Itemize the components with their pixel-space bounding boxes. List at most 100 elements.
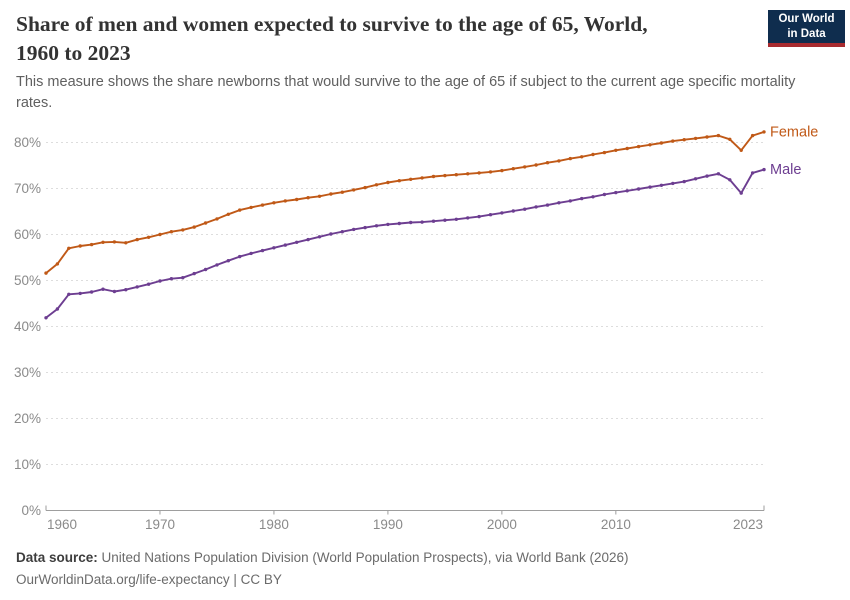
female-data-point [146,235,151,239]
male-data-point [739,191,743,195]
x-axis-tick-label: 1980 [259,517,289,532]
male-data-point [44,316,48,320]
male-data-point [500,211,504,215]
male-data-point [363,225,367,230]
female-data-point [249,205,253,210]
female-data-point [272,201,276,205]
female-data-point [739,148,743,152]
male-data-point [89,290,94,294]
x-axis-tick-label: 1990 [373,517,403,532]
y-axis-tick-label: 70% [14,181,41,196]
male-data-point [306,237,310,242]
y-axis-tick-label: 60% [14,227,41,242]
owid-logo-line2: in Data [787,27,826,40]
female-data-point [693,136,698,141]
male-data-point [397,221,401,226]
female-data-point [716,133,721,138]
male-data-point [283,243,287,247]
female-data-point [340,190,344,194]
female-data-point [625,146,629,151]
data-source-text: United Nations Population Division (Worl… [97,550,629,565]
y-axis-tick-label: 0% [21,503,41,518]
y-axis-tick-label: 50% [14,273,41,288]
male-data-point [591,195,595,199]
male-data-point [545,203,550,207]
male-data-point [568,199,572,203]
male-data-point [557,201,561,205]
license-line: OurWorldinData.org/life-expectancy | CC … [16,572,282,587]
male-data-point [226,259,230,263]
female-data-point [511,167,515,171]
y-axis-tick-label: 20% [14,411,41,426]
female-data-point [329,192,333,196]
female-data-point [352,188,356,192]
female-data-point [135,237,139,242]
female-data-point [317,194,322,198]
page-title-line2: 1960 to 2023 [16,41,131,65]
male-data-point [352,227,356,232]
female-data-point [591,152,595,157]
female-data-point [545,161,550,165]
female-data-point [682,138,686,142]
female-data-point [580,155,584,159]
male-data-point [443,218,447,222]
female-data-point [203,221,208,225]
male-data-point [101,287,105,291]
male-data-point [181,276,185,280]
male-data-point [716,172,721,176]
female-data-point [55,262,60,266]
female-data-point [420,176,424,180]
male-data-point [511,209,515,213]
male-data-point [112,289,117,294]
female-data-point [226,212,230,216]
male-data-point [705,174,709,178]
male-data-point [67,292,71,296]
female-data-point [762,130,766,134]
female-series-line[interactable] [45,130,765,274]
female-data-point [557,159,561,163]
female-data-point [728,137,732,141]
female-data-point [283,199,287,203]
y-axis-tick-label: 40% [14,319,41,334]
x-axis-tick-label: 1960 [47,517,77,532]
male-data-point [386,222,390,227]
female-data-point [671,139,675,143]
male-data-point [614,190,618,195]
x-axis-tick-label: 2023 [733,517,763,532]
male-data-point [55,307,60,311]
female-data-point [431,174,436,179]
male-series-line[interactable] [45,168,765,319]
female-data-point [500,168,504,173]
male-data-point [169,277,174,281]
chart-subtitle: This measure shows the share newborns th… [16,74,796,111]
female-data-point [215,217,219,221]
female-data-point [636,144,641,149]
male-data-point [636,187,641,191]
male-data-point [466,216,470,220]
male-data-point [420,220,424,224]
chart-footer: Data source: United Nations Population D… [16,547,836,591]
male-data-point [124,288,128,292]
female-data-point [648,143,652,147]
female-data-point [67,246,71,250]
female-data-point [181,228,185,232]
x-axis-tick-label: 2000 [487,517,517,532]
female-series-label[interactable]: Female [770,124,818,140]
male-data-point [625,189,629,193]
male-data-point [762,167,766,172]
female-data-point [705,135,709,139]
page-title: Share of men and women expected to survi… [16,10,761,68]
male-data-point [602,192,607,197]
male-data-point [158,279,162,283]
female-data-point [466,172,470,176]
male-data-point [249,251,253,256]
female-data-point [386,180,390,185]
female-data-point [488,170,493,174]
male-series-label[interactable]: Male [770,162,801,178]
data-source-label: Data source: [16,550,98,565]
owid-logo[interactable]: Our World in Data [768,10,845,47]
female-data-point [306,196,310,200]
male-data-point [340,230,344,234]
female-data-point [397,179,401,183]
